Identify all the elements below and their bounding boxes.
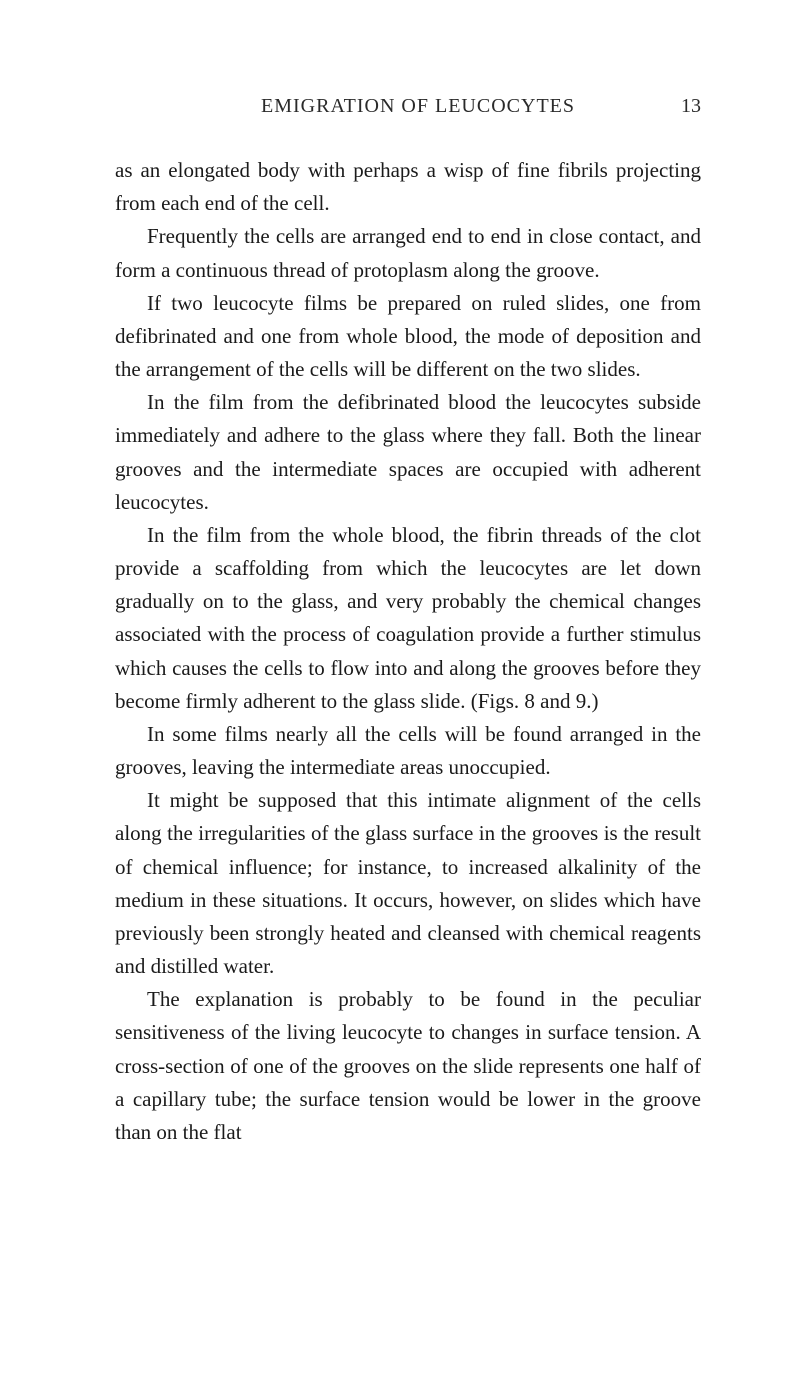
page-container: EMIGRATION OF LEUCOCYTES 13 as an elonga… <box>0 0 801 1229</box>
page-number: 13 <box>681 95 701 118</box>
paragraph-8: The explanation is probably to be found … <box>115 983 701 1149</box>
paragraph-3: If two leucocyte films be prepared on ru… <box>115 287 701 387</box>
paragraph-6: In some films nearly all the cells will … <box>115 718 701 784</box>
paragraph-2: Frequently the cells are arranged end to… <box>115 220 701 286</box>
header-title: EMIGRATION OF LEUCOCYTES <box>115 95 681 118</box>
paragraph-7: It might be supposed that this intimate … <box>115 784 701 983</box>
paragraph-4: In the film from the defibrinated blood … <box>115 386 701 519</box>
paragraph-5: In the film from the whole blood, the fi… <box>115 519 701 718</box>
paragraph-1: as an elongated body with perhaps a wisp… <box>115 154 701 220</box>
page-header: EMIGRATION OF LEUCOCYTES 13 <box>115 95 701 118</box>
body-text: as an elongated body with perhaps a wisp… <box>115 154 701 1149</box>
